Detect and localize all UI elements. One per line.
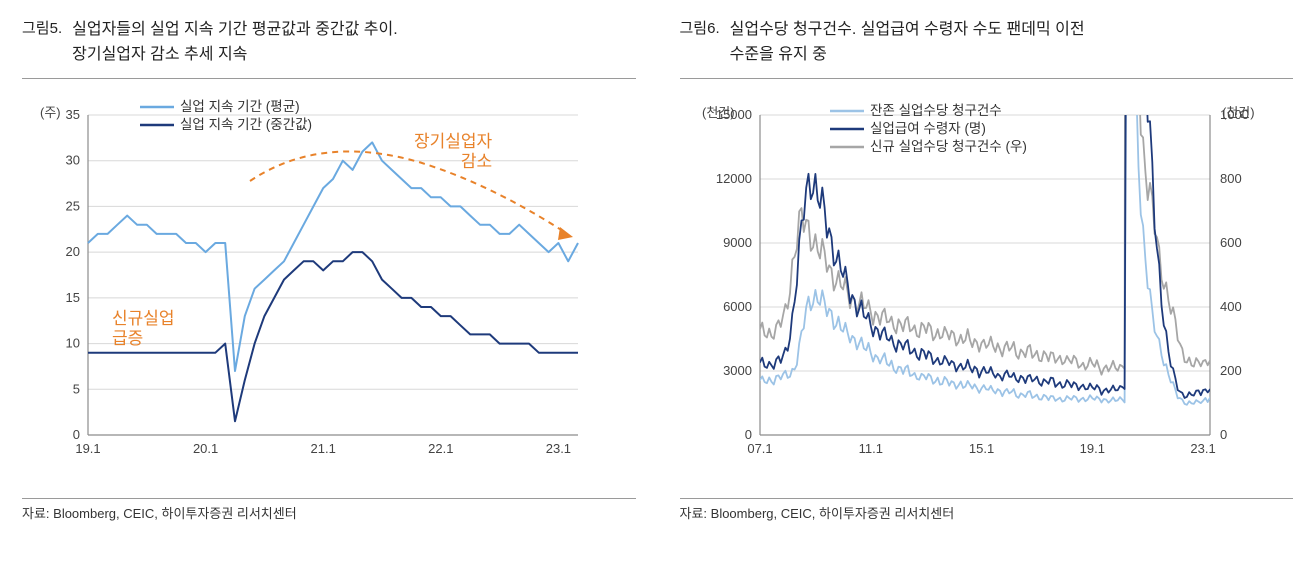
svg-text:11.1: 11.1 [858,441,882,456]
svg-text:25: 25 [66,198,80,213]
svg-text:(주): (주) [40,105,61,120]
figure-6-title-block: 그림6. 실업수당 청구건수. 실업급여 수령자 수도 팬데믹 이전 수준을 유… [680,18,1294,79]
figure-5-label: 그림5. [22,18,62,41]
svg-text:실업 지속 기간 (평균): 실업 지속 기간 (평균) [180,99,300,114]
figure-6-title: 실업수당 청구건수. 실업급여 수령자 수도 팬데믹 이전 수준을 유지 중 [730,18,1085,68]
svg-text:15.1: 15.1 [968,441,993,456]
svg-text:20.1: 20.1 [193,441,218,456]
svg-text:800: 800 [1220,171,1242,186]
svg-text:(천건): (천건) [1222,105,1255,120]
svg-text:잔존 실업수당 청구건수: 잔존 실업수당 청구건수 [870,103,1002,118]
figure-6-label: 그림6. [680,18,720,41]
svg-text:10: 10 [66,335,80,350]
svg-text:23.1: 23.1 [546,441,571,456]
svg-text:600: 600 [1220,235,1242,250]
svg-text:3000: 3000 [723,363,752,378]
svg-text:0: 0 [73,427,80,442]
svg-text:20: 20 [66,244,80,259]
svg-text:실업급여 수령자 (명): 실업급여 수령자 (명) [870,121,986,136]
svg-text:19.1: 19.1 [1079,441,1104,456]
svg-text:6000: 6000 [723,299,752,314]
figure-5-panel: 그림5. 실업자들의 실업 지속 기간 평균값과 중간값 추이. 장기실업자 감… [22,18,636,522]
svg-text:(천건): (천건) [702,105,735,120]
source-divider [22,498,636,499]
svg-text:19.1: 19.1 [75,441,100,456]
figure-6-source: 자료: Bloomberg, CEIC, 하이투자증권 리서치센터 [680,503,1294,522]
source-divider [680,498,1294,499]
svg-text:22.1: 22.1 [428,441,453,456]
svg-text:0: 0 [744,427,751,442]
figure-5-chart: 0 5 10 15 20 25 30 35 19.1 20.1 21.1 22.1 23.1 (주) 실업 … [22,87,636,492]
figure-5-title: 실업자들의 실업 지속 기간 평균값과 중간값 추이. 장기실업자 감소 추세 … [72,18,398,68]
figure-6-chart: 0300060009000120001500002004006008001000… [680,87,1294,492]
svg-text:30: 30 [66,152,80,167]
svg-text:12000: 12000 [715,171,751,186]
figure-5-title-block: 그림5. 실업자들의 실업 지속 기간 평균값과 중간값 추이. 장기실업자 감… [22,18,636,79]
svg-text:5: 5 [73,381,80,396]
svg-text:07.1: 07.1 [747,441,772,456]
svg-text:400: 400 [1220,299,1242,314]
svg-text:신규 실업수당 청구건수 (우): 신규 실업수당 청구건수 (우) [870,139,1027,154]
svg-text:21.1: 21.1 [311,441,336,456]
svg-text:23.1: 23.1 [1190,441,1215,456]
figure-6-panel: 그림6. 실업수당 청구건수. 실업급여 수령자 수도 팬데믹 이전 수준을 유… [680,18,1294,522]
svg-text:35: 35 [66,107,80,122]
svg-text:200: 200 [1220,363,1242,378]
svg-text:0: 0 [1220,427,1227,442]
svg-text:9000: 9000 [723,235,752,250]
svg-text:15: 15 [66,289,80,304]
svg-text:실업 지속 기간 (중간값): 실업 지속 기간 (중간값) [180,117,312,132]
figure-5-source: 자료: Bloomberg, CEIC, 하이투자증권 리서치센터 [22,503,636,522]
